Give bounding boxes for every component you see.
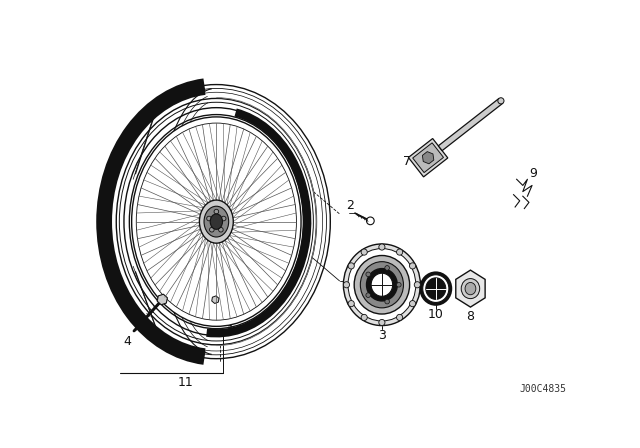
Ellipse shape — [361, 314, 367, 320]
Polygon shape — [212, 296, 219, 303]
Ellipse shape — [348, 263, 355, 269]
Ellipse shape — [397, 249, 403, 255]
Ellipse shape — [207, 216, 211, 221]
Ellipse shape — [385, 299, 390, 304]
Text: 8: 8 — [467, 310, 474, 323]
Text: 10: 10 — [428, 307, 444, 320]
Ellipse shape — [344, 244, 420, 326]
Ellipse shape — [420, 272, 451, 305]
Polygon shape — [408, 138, 448, 177]
Ellipse shape — [367, 269, 397, 301]
Text: 6: 6 — [220, 298, 227, 311]
Ellipse shape — [354, 255, 410, 314]
Ellipse shape — [422, 275, 449, 302]
Ellipse shape — [210, 214, 223, 229]
Ellipse shape — [209, 228, 214, 232]
Ellipse shape — [200, 200, 234, 243]
Ellipse shape — [379, 319, 385, 326]
Ellipse shape — [371, 273, 393, 296]
Ellipse shape — [348, 301, 355, 307]
Text: 4: 4 — [124, 335, 132, 348]
Ellipse shape — [397, 282, 401, 287]
Ellipse shape — [221, 216, 226, 221]
Ellipse shape — [414, 282, 420, 288]
Polygon shape — [422, 151, 434, 164]
Ellipse shape — [136, 123, 296, 320]
Ellipse shape — [366, 293, 371, 297]
Text: 3: 3 — [378, 329, 386, 342]
Text: 7: 7 — [403, 155, 410, 168]
Ellipse shape — [465, 282, 476, 295]
Polygon shape — [438, 99, 503, 151]
Polygon shape — [456, 270, 485, 307]
Ellipse shape — [214, 209, 219, 214]
Ellipse shape — [385, 266, 390, 270]
Text: 1: 1 — [227, 324, 234, 337]
Ellipse shape — [224, 303, 228, 307]
Ellipse shape — [361, 249, 367, 255]
Ellipse shape — [397, 314, 403, 320]
Ellipse shape — [132, 117, 301, 326]
Text: 2: 2 — [346, 199, 355, 212]
Polygon shape — [157, 294, 168, 305]
Ellipse shape — [366, 272, 371, 277]
Ellipse shape — [360, 262, 403, 308]
Ellipse shape — [367, 217, 374, 225]
Text: J00C4835: J00C4835 — [520, 383, 566, 394]
Polygon shape — [413, 143, 444, 172]
Ellipse shape — [348, 249, 416, 321]
Ellipse shape — [129, 115, 303, 329]
Ellipse shape — [410, 301, 415, 307]
Ellipse shape — [204, 206, 228, 237]
Ellipse shape — [461, 279, 480, 299]
Ellipse shape — [498, 98, 504, 104]
Ellipse shape — [116, 99, 316, 345]
Ellipse shape — [219, 228, 223, 232]
Text: 9: 9 — [530, 167, 538, 180]
Text: 11: 11 — [178, 376, 193, 389]
Ellipse shape — [426, 278, 446, 299]
Ellipse shape — [344, 282, 349, 288]
Ellipse shape — [102, 85, 330, 359]
Text: 5: 5 — [186, 302, 193, 314]
Ellipse shape — [379, 244, 385, 250]
Ellipse shape — [410, 263, 415, 269]
